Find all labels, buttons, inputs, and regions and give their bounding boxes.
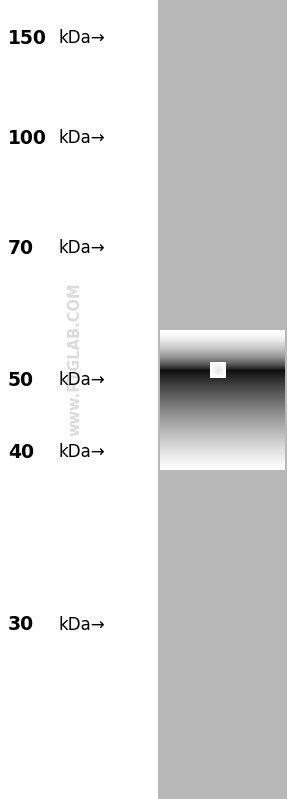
- Text: 100: 100: [8, 129, 47, 148]
- Text: kDa→: kDa→: [58, 129, 105, 147]
- Text: 150: 150: [8, 29, 47, 47]
- Text: kDa→: kDa→: [58, 29, 105, 47]
- Text: 70: 70: [8, 238, 34, 257]
- Text: kDa→: kDa→: [58, 616, 105, 634]
- Text: kDa→: kDa→: [58, 443, 105, 461]
- Text: 30: 30: [8, 615, 34, 634]
- Text: kDa→: kDa→: [58, 239, 105, 257]
- Bar: [158, 0, 287, 799]
- Text: 50: 50: [8, 371, 34, 389]
- Text: www.PTGLAB.COM: www.PTGLAB.COM: [68, 283, 82, 436]
- Text: kDa→: kDa→: [58, 371, 105, 389]
- Text: 40: 40: [8, 443, 34, 462]
